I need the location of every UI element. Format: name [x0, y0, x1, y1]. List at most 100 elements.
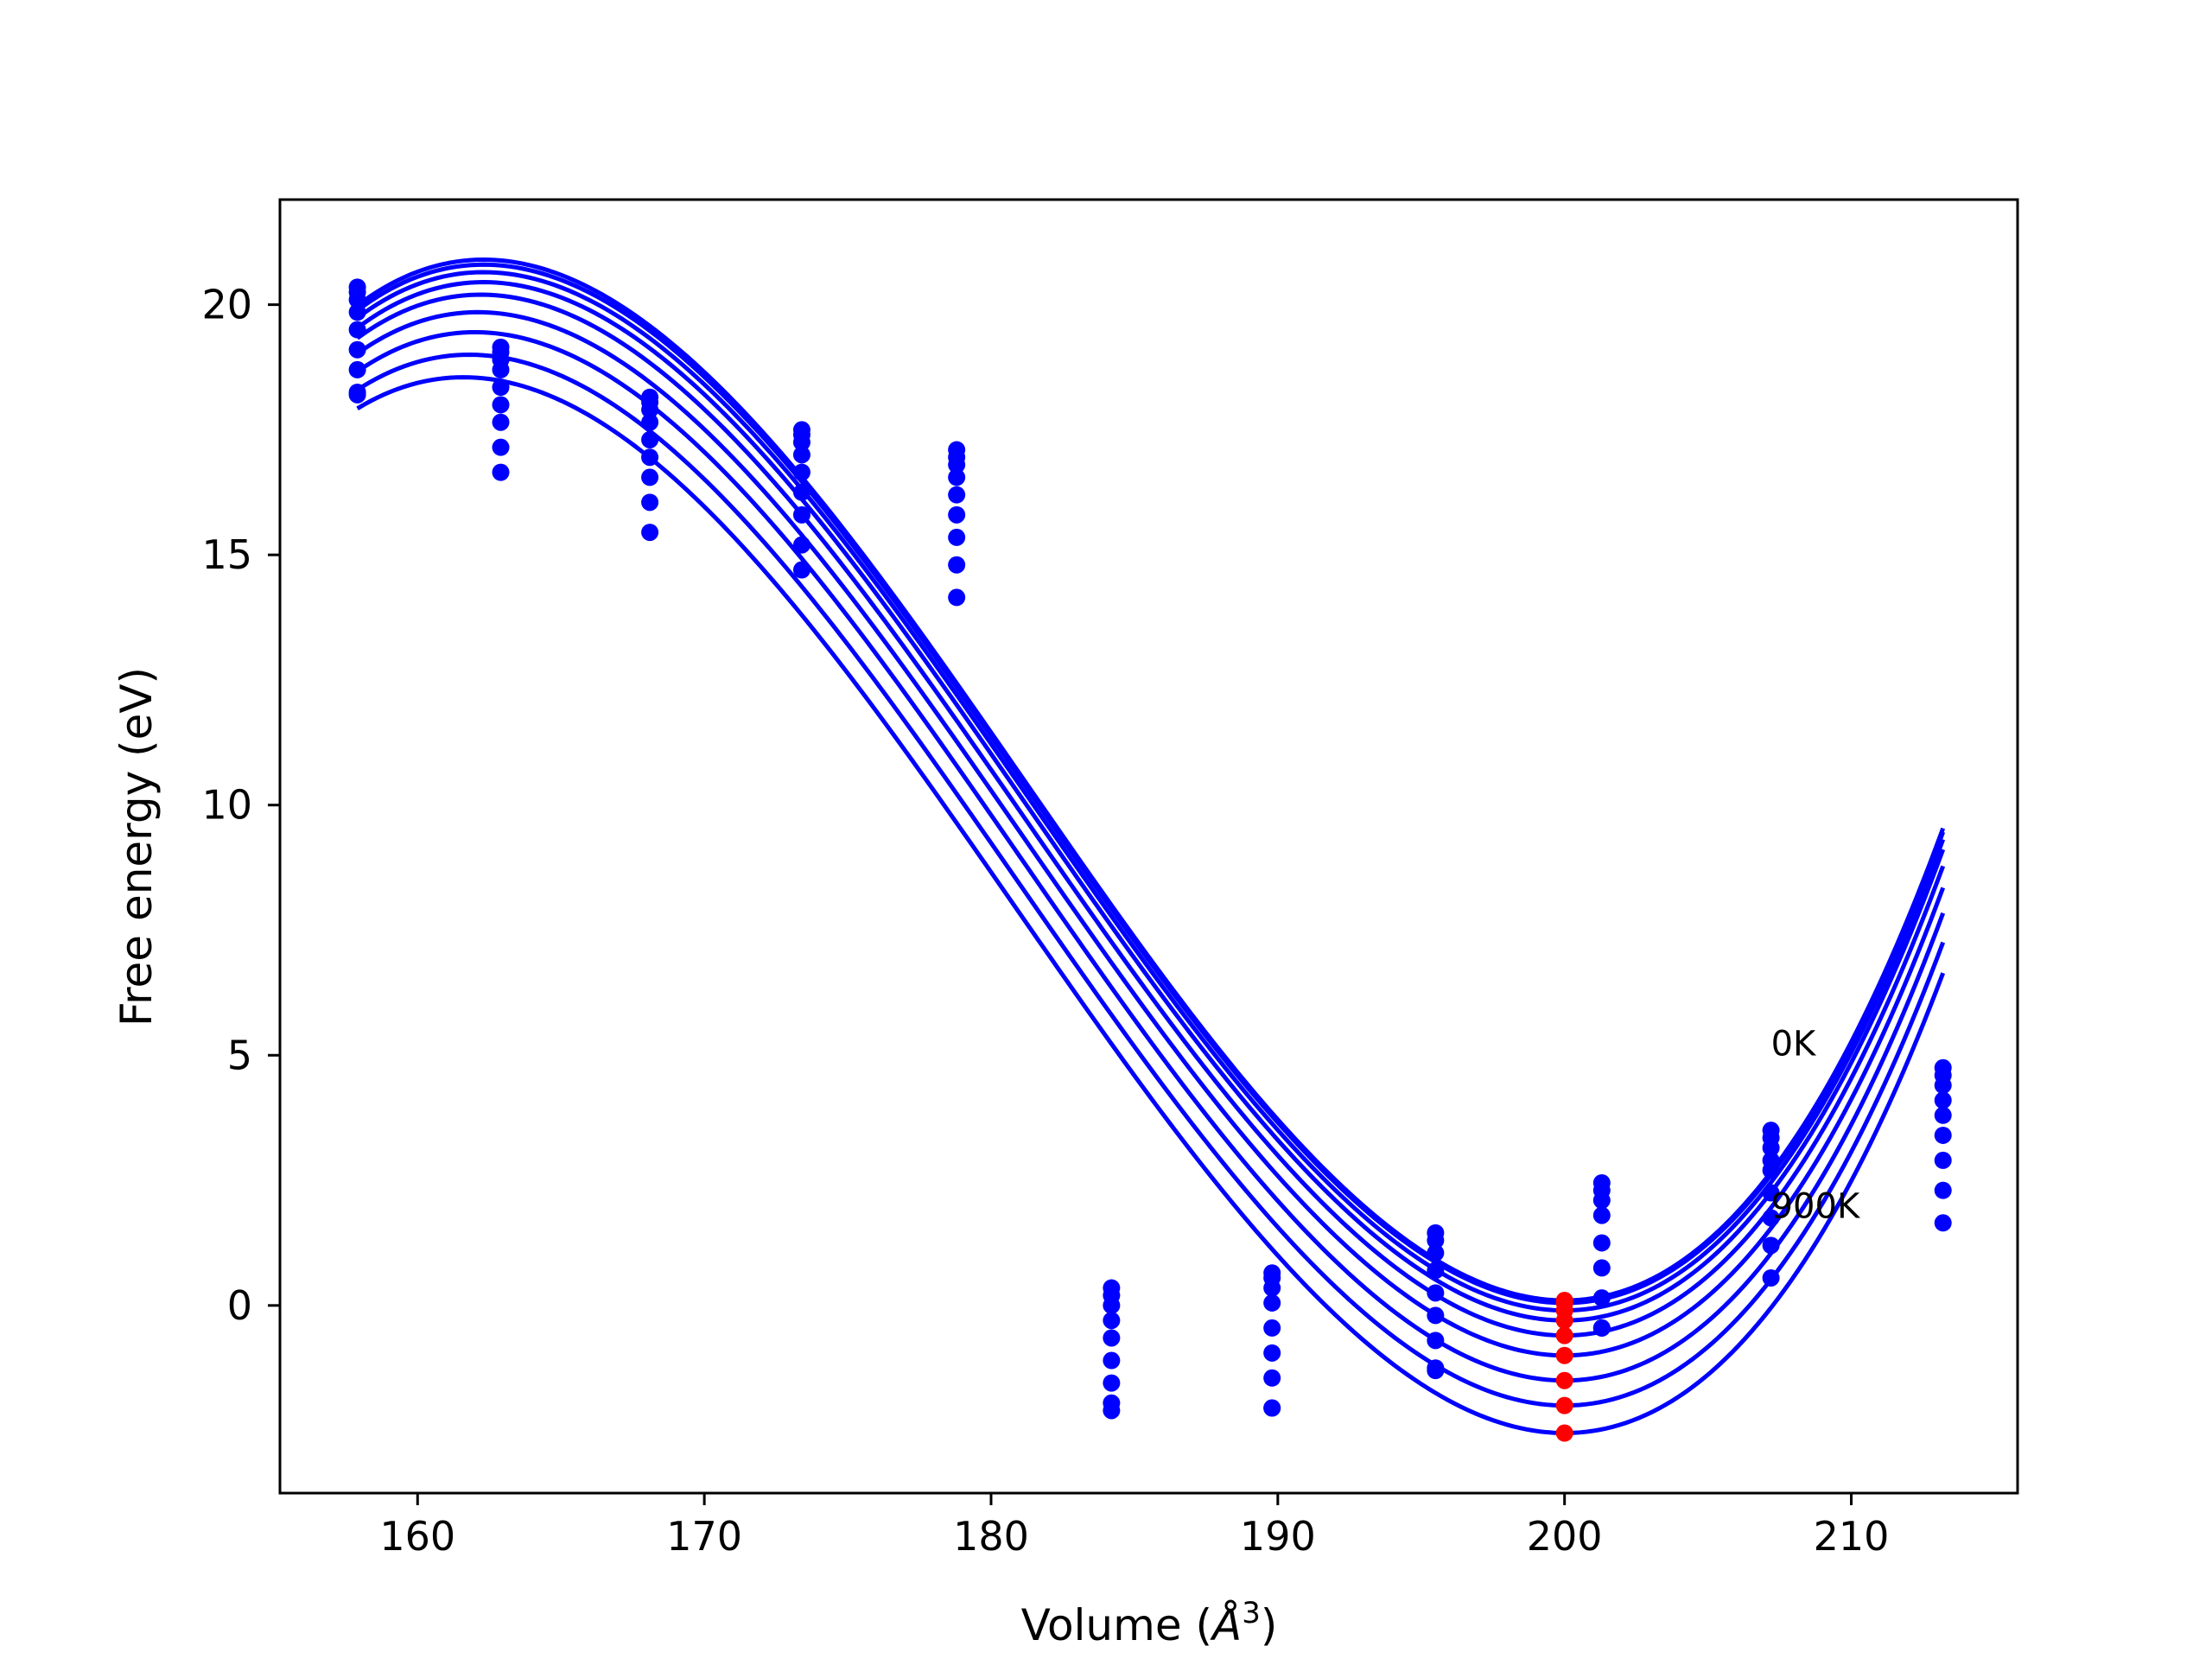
data-point — [641, 468, 659, 486]
x-tick-label: 160 — [379, 1513, 455, 1560]
x-tick-label: 170 — [666, 1513, 742, 1560]
data-point — [948, 505, 966, 524]
data-point — [641, 401, 659, 419]
data-point — [1427, 1231, 1445, 1249]
temperature-label: 0K — [1771, 1024, 1817, 1064]
data-point — [1592, 1206, 1611, 1224]
data-point — [1934, 1181, 1952, 1199]
data-point — [1263, 1369, 1281, 1387]
data-point — [641, 413, 659, 431]
data-point — [1592, 1259, 1611, 1277]
data-point — [1762, 1268, 1780, 1287]
y-axis-ticks: 0 5 10 15 20 — [201, 282, 280, 1329]
data-point — [492, 438, 510, 456]
data-point — [1103, 1402, 1121, 1420]
data-point — [1427, 1362, 1445, 1380]
data-point — [1103, 1296, 1121, 1314]
minimum-point — [1555, 1312, 1573, 1330]
y-tick-label: 20 — [201, 282, 252, 328]
fitted-curves — [356, 257, 1946, 1436]
data-point — [948, 468, 966, 486]
data-point — [948, 528, 966, 546]
data-point — [348, 321, 366, 339]
data-point — [792, 463, 810, 481]
data-point — [492, 360, 510, 378]
data-point — [348, 360, 366, 378]
x-tick-label: 190 — [1240, 1513, 1316, 1560]
minimum-point — [1555, 1371, 1573, 1389]
fit-curve-9 — [356, 375, 1946, 1436]
data-point — [641, 493, 659, 512]
fit-curve-4 — [356, 280, 1946, 1323]
data-point — [1263, 1279, 1281, 1297]
data-point — [1103, 1312, 1121, 1330]
data-point — [1263, 1319, 1281, 1337]
minimum-point — [1555, 1326, 1573, 1344]
data-point — [1103, 1351, 1121, 1370]
data-point — [348, 290, 366, 308]
data-point — [641, 448, 659, 467]
data-point — [1427, 1284, 1445, 1302]
plot-frame — [278, 198, 2019, 1495]
data-point — [1934, 1091, 1952, 1109]
data-point — [1263, 1344, 1281, 1362]
data-point — [1934, 1126, 1952, 1144]
data-point — [1762, 1161, 1780, 1179]
data-point — [948, 455, 966, 474]
data-point — [348, 303, 366, 321]
minimum-point — [1555, 1424, 1573, 1442]
data-point — [1592, 1289, 1611, 1307]
data-point — [1762, 1209, 1780, 1227]
data-point — [492, 378, 510, 397]
data-point — [1934, 1151, 1952, 1169]
y-tick-label: 15 — [201, 531, 252, 578]
temperature-label: 900K — [1771, 1186, 1861, 1226]
x-tick-label: 200 — [1527, 1513, 1603, 1560]
data-point — [1762, 1184, 1780, 1202]
data-point — [1592, 1234, 1611, 1252]
fit-curve-2 — [356, 262, 1946, 1306]
x-axis-ticks: 160 170 180 190 200 210 — [379, 1493, 1889, 1560]
data-point — [792, 446, 810, 464]
data-point — [1592, 1319, 1611, 1337]
data-point — [948, 556, 966, 574]
data-point — [492, 396, 510, 414]
fit-curve-3 — [356, 270, 1946, 1313]
x-tick-label: 180 — [953, 1513, 1029, 1560]
fit-curve-8 — [356, 353, 1946, 1408]
data-point — [1592, 1192, 1611, 1210]
data-point — [492, 463, 510, 481]
data-point — [792, 505, 810, 524]
data-point — [348, 340, 366, 359]
fit-curve-7 — [356, 329, 1946, 1383]
x-axis-label: Volume (Å3) — [1021, 1596, 1278, 1650]
data-point — [1263, 1399, 1281, 1417]
data-point — [1103, 1374, 1121, 1392]
data-point — [1762, 1139, 1780, 1157]
minimum-points — [1555, 1292, 1573, 1442]
data-point — [1263, 1294, 1281, 1312]
data-point — [348, 385, 366, 404]
x-tick-label: 210 — [1814, 1513, 1890, 1560]
minimum-point — [1555, 1396, 1573, 1414]
minimum-point — [1555, 1346, 1573, 1364]
data-point — [792, 561, 810, 579]
y-tick-label: 0 — [227, 1282, 252, 1329]
data-point — [948, 588, 966, 607]
data-point — [1103, 1329, 1121, 1347]
fit-curve-5 — [356, 292, 1946, 1338]
data-point — [492, 413, 510, 431]
temperature-annotations: 0K 900K — [1771, 1024, 1861, 1226]
data-point — [1427, 1244, 1445, 1262]
data-point — [1427, 1262, 1445, 1280]
y-axis-label: Free energy (eV) — [111, 667, 162, 1027]
data-point — [641, 430, 659, 448]
data-point — [1762, 1236, 1780, 1255]
data-point — [792, 433, 810, 451]
fit-curve-6 — [356, 309, 1946, 1358]
y-tick-label: 10 — [201, 782, 252, 829]
data-point — [1934, 1106, 1952, 1124]
data-point — [641, 524, 659, 542]
data-point — [792, 483, 810, 501]
